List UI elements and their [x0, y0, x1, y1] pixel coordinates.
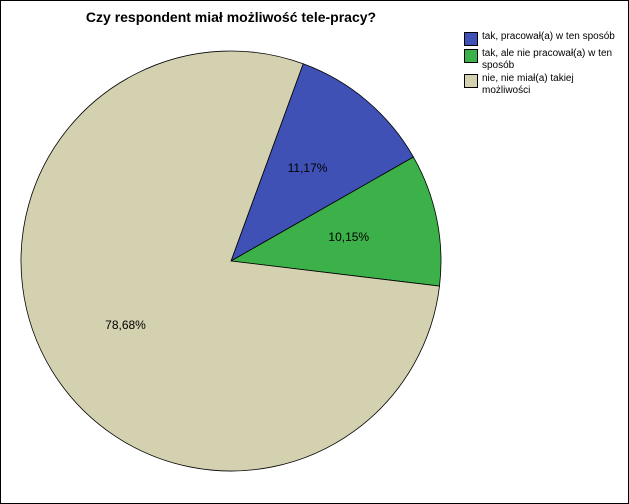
legend-label: nie, nie miał(a) takiej możliwości [482, 73, 622, 96]
chart-title: Czy respondent miał możliwość tele-pracy… [1, 9, 461, 25]
legend-label: tak, pracował(a) w ten sposób [482, 31, 622, 43]
legend-item: tak, pracował(a) w ten sposób [464, 31, 622, 46]
slice-label: 10,15% [328, 230, 369, 244]
slice-label: 78,68% [105, 318, 146, 332]
legend-item: nie, nie miał(a) takiej możliwości [464, 73, 622, 96]
slice-label: 11,17% [288, 161, 328, 175]
legend-item: tak, ale nie pracował(a) w ten sposób [464, 48, 622, 71]
legend-swatch [464, 49, 478, 63]
chart-frame: Czy respondent miał możliwość tele-pracy… [0, 0, 629, 504]
legend-label: tak, ale nie pracował(a) w ten sposób [482, 48, 622, 71]
pie-chart [11, 41, 451, 481]
legend-swatch [464, 32, 478, 46]
legend: tak, pracował(a) w ten sposób tak, ale n… [464, 31, 622, 98]
legend-swatch [464, 74, 478, 88]
